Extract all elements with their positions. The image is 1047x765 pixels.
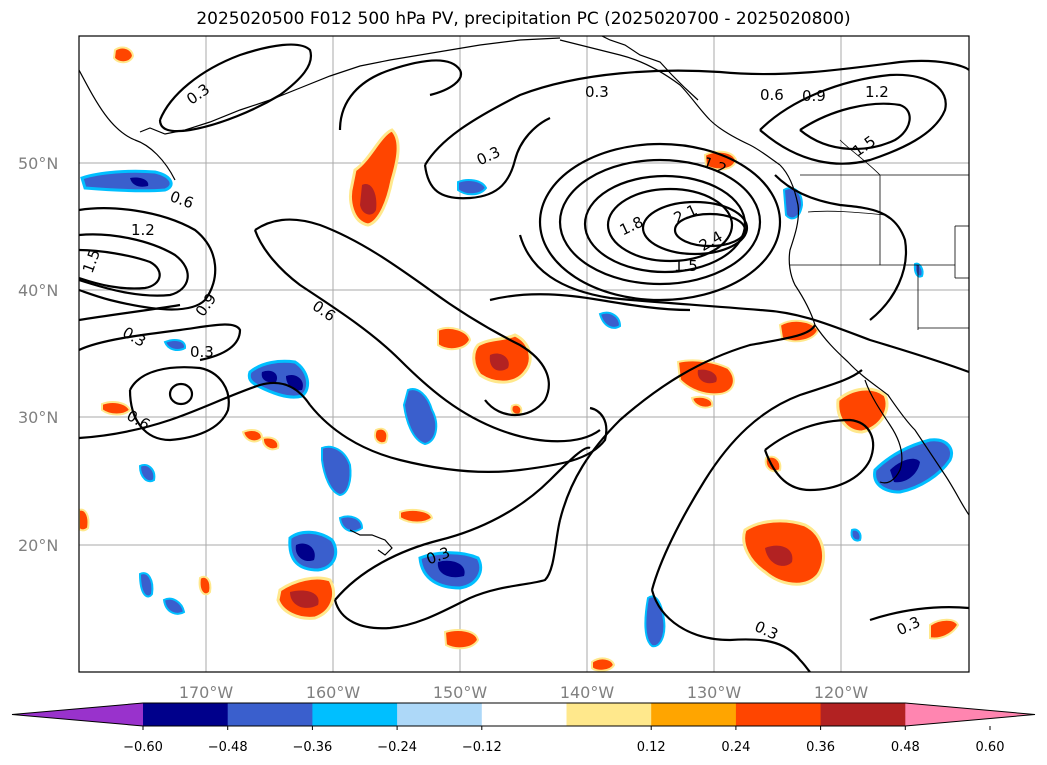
pv-contours bbox=[79, 43, 969, 672]
graticule bbox=[79, 36, 969, 672]
lat-label-40n: 40°N bbox=[18, 281, 58, 300]
colorbar: −0.60 −0.48 −0.36 −0.24 −0.12 0.12 0.24 0.36 0.4… bbox=[11, 702, 1036, 755]
contour-label: 0.9 bbox=[802, 87, 826, 105]
precipitation-shading bbox=[79, 46, 960, 672]
colorbar-extend-high bbox=[905, 703, 1035, 726]
colorbar-tick-label: −0.12 bbox=[462, 740, 502, 755]
contour-label: 1.2 bbox=[865, 83, 889, 101]
contour-label: 0.3 bbox=[585, 83, 609, 101]
colorbar-segment bbox=[566, 703, 652, 726]
contour-label: 1.5 bbox=[674, 257, 698, 275]
lon-label-150w: 150°W bbox=[433, 683, 488, 702]
colorbar-segment bbox=[481, 703, 567, 726]
lon-label-140w: 140°W bbox=[560, 683, 615, 702]
lon-label-120w: 120°W bbox=[814, 683, 869, 702]
contour-label: 0.3 bbox=[190, 343, 214, 361]
lat-label-20n: 20°N bbox=[18, 536, 58, 555]
longitude-labels: 170°W 160°W 150°W 140°W 130°W 120°W bbox=[179, 683, 869, 702]
colorbar-segment bbox=[312, 703, 398, 726]
colorbar-tick-label: 0.12 bbox=[637, 740, 666, 755]
colorbar-tick-label: −0.24 bbox=[377, 740, 417, 755]
lon-label-170w: 170°W bbox=[179, 683, 234, 702]
colorbar-tick-label: 0.24 bbox=[721, 740, 750, 755]
colorbar-segment bbox=[651, 703, 737, 726]
lon-label-130w: 130°W bbox=[687, 683, 742, 702]
colorbar-segment bbox=[143, 703, 229, 726]
colorbar-segment bbox=[735, 703, 822, 726]
colorbar-tick-label: 0.60 bbox=[976, 740, 1005, 755]
colorbar-segment bbox=[227, 703, 313, 726]
colorbar-tick-label: −0.48 bbox=[208, 740, 248, 755]
figure-title: 2025020500 F012 500 hPa PV, precipitatio… bbox=[196, 9, 851, 29]
colorbar-tick-label: 0.36 bbox=[806, 740, 835, 755]
colorbar-segment bbox=[820, 703, 906, 726]
latitude-labels: 50°N 40°N 30°N 20°N bbox=[18, 154, 58, 555]
lat-label-30n: 30°N bbox=[18, 408, 58, 427]
lon-label-160w: 160°W bbox=[306, 683, 361, 702]
colorbar-tick-label: −0.36 bbox=[292, 740, 332, 755]
colorbar-extend-low bbox=[12, 703, 143, 726]
lat-label-50n: 50°N bbox=[18, 154, 58, 173]
colorbar-segment bbox=[397, 703, 483, 726]
borders bbox=[790, 139, 969, 330]
contour-label: 0.6 bbox=[760, 86, 784, 104]
colorbar-tick-label: 0.48 bbox=[891, 740, 920, 755]
contour-label: 1.2 bbox=[131, 221, 155, 239]
colorbar-tick-label: −0.60 bbox=[123, 740, 163, 755]
map-frame bbox=[78, 35, 970, 673]
